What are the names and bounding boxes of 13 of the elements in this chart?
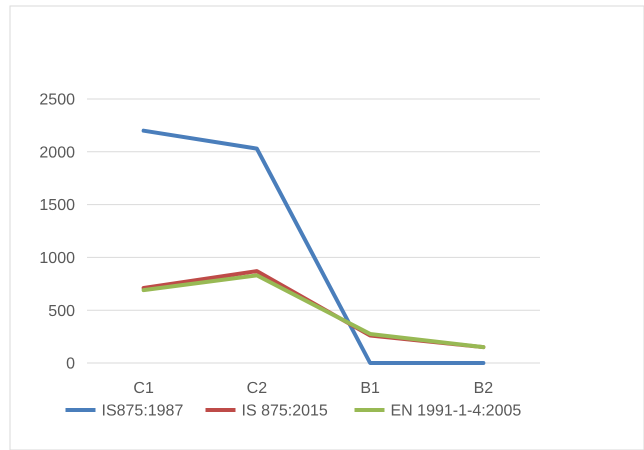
legend-label: IS 875:2015	[242, 402, 328, 420]
legend-label: IS875:1987	[102, 402, 184, 420]
y-tick-label: 2000	[39, 144, 76, 162]
y-tick-label: 1000	[39, 250, 76, 267]
x-tick-label: B1	[360, 380, 380, 397]
y-tick-label: 1500	[39, 197, 76, 214]
x-tick-label: B2	[474, 380, 494, 397]
y-tick-label: 2500	[39, 92, 76, 109]
y-tick-label: 500	[48, 302, 76, 320]
x-tick-label: C2	[246, 380, 268, 397]
x-tick-label: C1	[133, 380, 154, 397]
y-tick-label: 0	[66, 356, 76, 373]
legend-label: EN 1991-1-4:2005	[390, 402, 522, 420]
